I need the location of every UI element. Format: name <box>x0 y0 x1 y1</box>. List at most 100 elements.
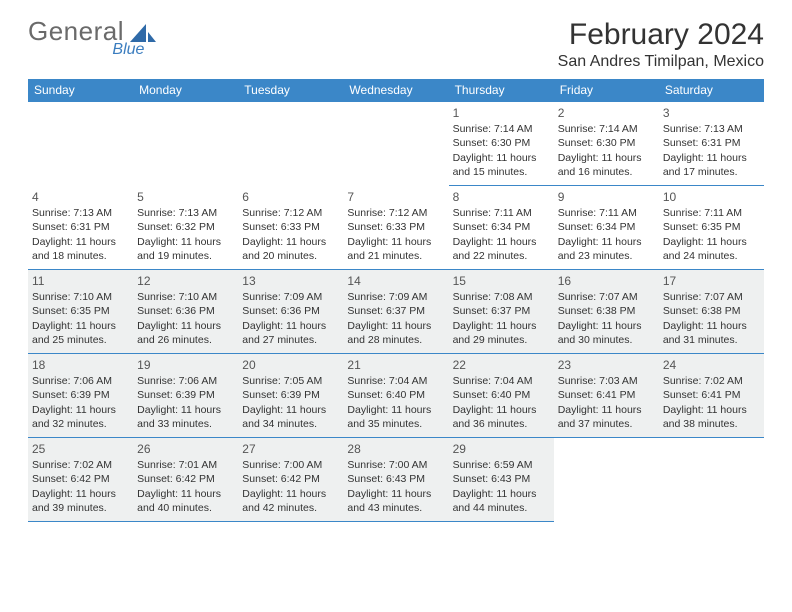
dow-cell: Sunday <box>28 79 133 102</box>
day-day1: Daylight: 11 hours <box>663 235 760 249</box>
day-sunset: Sunset: 6:39 PM <box>137 388 234 402</box>
day-day2: and 21 minutes. <box>347 249 444 263</box>
day-sunset: Sunset: 6:38 PM <box>663 304 760 318</box>
day-sunset: Sunset: 6:30 PM <box>453 136 550 150</box>
day-day1: Daylight: 11 hours <box>453 235 550 249</box>
day-day1: Daylight: 11 hours <box>453 487 550 501</box>
day-day2: and 26 minutes. <box>137 333 234 347</box>
day-sunrise: Sunrise: 7:10 AM <box>32 290 129 304</box>
day-day2: and 38 minutes. <box>663 417 760 431</box>
day-sunset: Sunset: 6:35 PM <box>663 220 760 234</box>
dow-cell: Tuesday <box>238 79 343 102</box>
day-sunrise: Sunrise: 7:02 AM <box>663 374 760 388</box>
day-day2: and 18 minutes. <box>32 249 129 263</box>
day-cell: 25Sunrise: 7:02 AMSunset: 6:42 PMDayligh… <box>28 438 133 522</box>
day-cell: 15Sunrise: 7:08 AMSunset: 6:37 PMDayligh… <box>449 270 554 354</box>
day-sunset: Sunset: 6:35 PM <box>32 304 129 318</box>
title-block: February 2024 San Andres Timilpan, Mexic… <box>558 18 764 71</box>
day-day2: and 27 minutes. <box>242 333 339 347</box>
day-day2: and 37 minutes. <box>558 417 655 431</box>
day-day1: Daylight: 11 hours <box>32 403 129 417</box>
day-sunrise: Sunrise: 7:13 AM <box>32 206 129 220</box>
day-sunset: Sunset: 6:42 PM <box>32 472 129 486</box>
day-day2: and 35 minutes. <box>347 417 444 431</box>
day-cell: 4Sunrise: 7:13 AMSunset: 6:31 PMDaylight… <box>28 186 133 270</box>
day-day1: Daylight: 11 hours <box>558 235 655 249</box>
day-number: 15 <box>453 273 550 289</box>
day-day2: and 24 minutes. <box>663 249 760 263</box>
day-day2: and 43 minutes. <box>347 501 444 515</box>
day-day1: Daylight: 11 hours <box>137 319 234 333</box>
day-day1: Daylight: 11 hours <box>347 403 444 417</box>
day-number: 14 <box>347 273 444 289</box>
day-cell: 18Sunrise: 7:06 AMSunset: 6:39 PMDayligh… <box>28 354 133 438</box>
day-cell: 2Sunrise: 7:14 AMSunset: 6:30 PMDaylight… <box>554 102 659 186</box>
day-cell: 17Sunrise: 7:07 AMSunset: 6:38 PMDayligh… <box>659 270 764 354</box>
day-day2: and 40 minutes. <box>137 501 234 515</box>
day-cell-empty <box>554 438 659 522</box>
day-day2: and 17 minutes. <box>663 165 760 179</box>
day-day2: and 32 minutes. <box>32 417 129 431</box>
day-number: 29 <box>453 441 550 457</box>
day-sunrise: Sunrise: 7:05 AM <box>242 374 339 388</box>
day-cell: 28Sunrise: 7:00 AMSunset: 6:43 PMDayligh… <box>343 438 448 522</box>
day-day2: and 34 minutes. <box>242 417 339 431</box>
day-sunset: Sunset: 6:40 PM <box>453 388 550 402</box>
day-cell-empty <box>238 102 343 186</box>
day-cell: 29Sunrise: 6:59 AMSunset: 6:43 PMDayligh… <box>449 438 554 522</box>
day-day1: Daylight: 11 hours <box>32 235 129 249</box>
day-cell: 20Sunrise: 7:05 AMSunset: 6:39 PMDayligh… <box>238 354 343 438</box>
day-day2: and 19 minutes. <box>137 249 234 263</box>
day-sunrise: Sunrise: 7:12 AM <box>242 206 339 220</box>
week-row: 1Sunrise: 7:14 AMSunset: 6:30 PMDaylight… <box>28 102 764 186</box>
location: San Andres Timilpan, Mexico <box>558 53 764 71</box>
day-day2: and 15 minutes. <box>453 165 550 179</box>
day-number: 20 <box>242 357 339 373</box>
day-cell: 1Sunrise: 7:14 AMSunset: 6:30 PMDaylight… <box>449 102 554 186</box>
day-day1: Daylight: 11 hours <box>453 319 550 333</box>
dow-cell: Friday <box>554 79 659 102</box>
day-sunrise: Sunrise: 6:59 AM <box>453 458 550 472</box>
day-cell: 24Sunrise: 7:02 AMSunset: 6:41 PMDayligh… <box>659 354 764 438</box>
day-day1: Daylight: 11 hours <box>347 235 444 249</box>
logo-word-blue: Blue <box>112 42 144 58</box>
day-sunrise: Sunrise: 7:01 AM <box>137 458 234 472</box>
day-day1: Daylight: 11 hours <box>347 319 444 333</box>
day-day2: and 22 minutes. <box>453 249 550 263</box>
day-cell: 21Sunrise: 7:04 AMSunset: 6:40 PMDayligh… <box>343 354 448 438</box>
day-sunset: Sunset: 6:41 PM <box>558 388 655 402</box>
calendar-grid: Sunday Monday Tuesday Wednesday Thursday… <box>28 79 764 522</box>
dow-cell: Monday <box>133 79 238 102</box>
day-sunset: Sunset: 6:40 PM <box>347 388 444 402</box>
day-day1: Daylight: 11 hours <box>242 319 339 333</box>
day-day2: and 20 minutes. <box>242 249 339 263</box>
day-sunset: Sunset: 6:30 PM <box>558 136 655 150</box>
day-sunset: Sunset: 6:39 PM <box>32 388 129 402</box>
weeks-container: 1Sunrise: 7:14 AMSunset: 6:30 PMDaylight… <box>28 102 764 522</box>
week-row: 4Sunrise: 7:13 AMSunset: 6:31 PMDaylight… <box>28 186 764 270</box>
day-day1: Daylight: 11 hours <box>137 487 234 501</box>
day-day1: Daylight: 11 hours <box>558 403 655 417</box>
day-cell: 14Sunrise: 7:09 AMSunset: 6:37 PMDayligh… <box>343 270 448 354</box>
dow-cell: Wednesday <box>343 79 448 102</box>
day-sunset: Sunset: 6:34 PM <box>558 220 655 234</box>
day-sunset: Sunset: 6:33 PM <box>242 220 339 234</box>
day-sunrise: Sunrise: 7:14 AM <box>558 122 655 136</box>
day-cell: 8Sunrise: 7:11 AMSunset: 6:34 PMDaylight… <box>449 186 554 270</box>
day-sunrise: Sunrise: 7:09 AM <box>242 290 339 304</box>
day-cell: 23Sunrise: 7:03 AMSunset: 6:41 PMDayligh… <box>554 354 659 438</box>
day-sunset: Sunset: 6:38 PM <box>558 304 655 318</box>
day-cell: 3Sunrise: 7:13 AMSunset: 6:31 PMDaylight… <box>659 102 764 186</box>
day-cell: 5Sunrise: 7:13 AMSunset: 6:32 PMDaylight… <box>133 186 238 270</box>
day-sunrise: Sunrise: 7:11 AM <box>663 206 760 220</box>
day-sunset: Sunset: 6:36 PM <box>242 304 339 318</box>
day-number: 17 <box>663 273 760 289</box>
day-number: 23 <box>558 357 655 373</box>
day-sunset: Sunset: 6:33 PM <box>347 220 444 234</box>
day-cell: 16Sunrise: 7:07 AMSunset: 6:38 PMDayligh… <box>554 270 659 354</box>
day-number: 6 <box>242 189 339 205</box>
day-number: 9 <box>558 189 655 205</box>
day-sunrise: Sunrise: 7:00 AM <box>347 458 444 472</box>
day-day1: Daylight: 11 hours <box>137 403 234 417</box>
day-day1: Daylight: 11 hours <box>242 487 339 501</box>
